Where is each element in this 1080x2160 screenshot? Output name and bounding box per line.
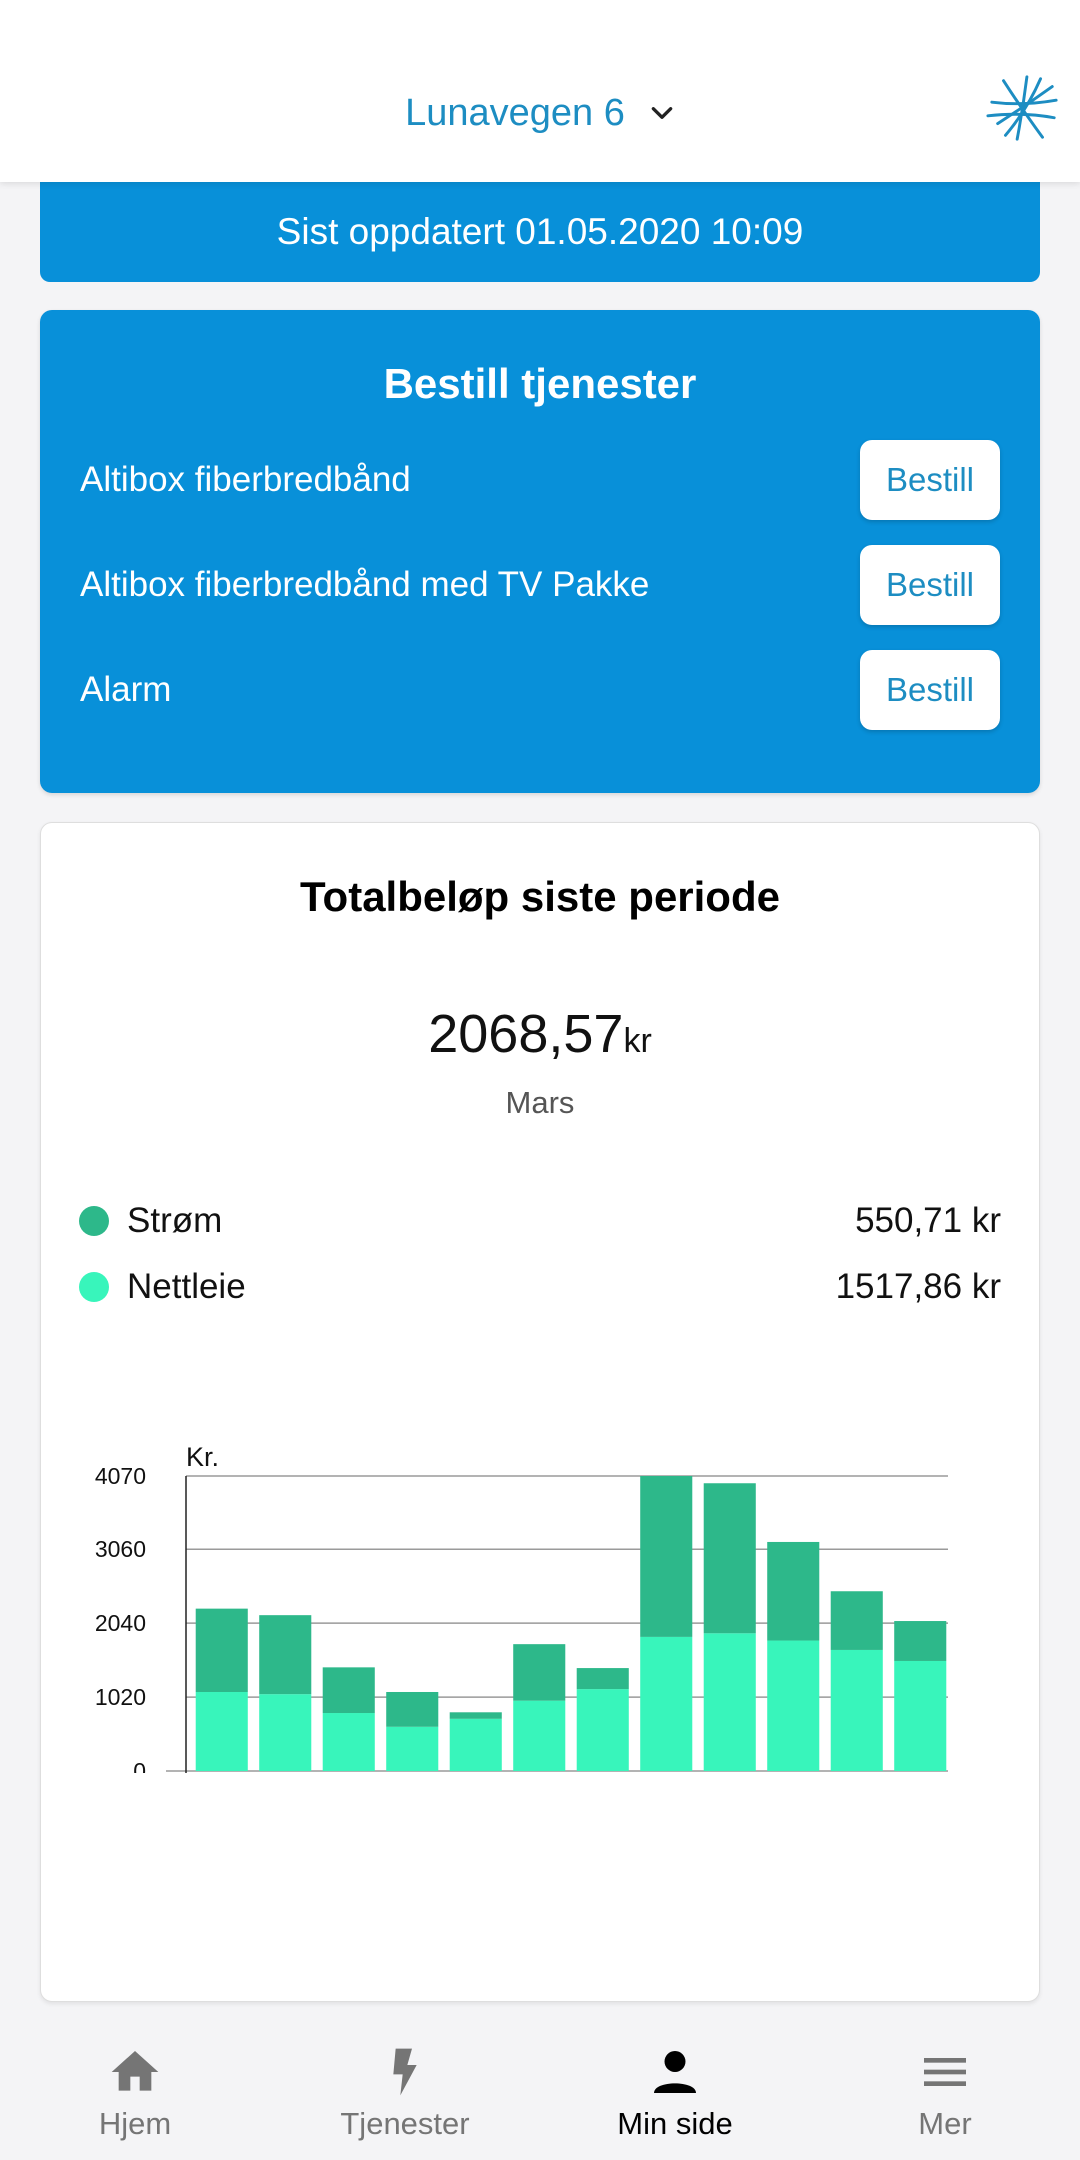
bar-strøm-okt bbox=[576, 1668, 629, 1690]
legend-value: 1517,86 kr bbox=[835, 1267, 1001, 1306]
menu-icon bbox=[924, 2058, 966, 2086]
legend-item: Nettleie 1517,86 kr bbox=[79, 1262, 1001, 1312]
home-icon bbox=[111, 2051, 159, 2091]
bar-strøm-jan bbox=[767, 1541, 820, 1641]
bar-strøm-mai bbox=[259, 1615, 312, 1695]
y-tick-label: 2040 bbox=[95, 1610, 146, 1636]
person-icon bbox=[654, 2051, 696, 2093]
bar-nettleie-des bbox=[703, 1633, 756, 1771]
chevron-down-icon bbox=[651, 107, 673, 119]
nav-label: Mer bbox=[918, 2106, 972, 2141]
bar-strøm-des bbox=[703, 1483, 756, 1634]
bar-strøm-jun bbox=[322, 1667, 375, 1714]
nav-item-home[interactable]: Hjem bbox=[0, 2018, 270, 2160]
order-item-label: Alarm bbox=[80, 670, 172, 709]
bar-strøm-aug bbox=[449, 1712, 502, 1719]
bar-nettleie-mai bbox=[259, 1694, 312, 1771]
last-updated-banner: Sist oppdatert 01.05.2020 10:09 bbox=[40, 182, 1040, 282]
legend-item: Strøm 550,71 kr bbox=[79, 1196, 1001, 1246]
order-alarm-button[interactable]: Bestill bbox=[860, 650, 1000, 730]
y-tick-label: 1020 bbox=[95, 1684, 146, 1710]
bolt-icon bbox=[393, 2048, 417, 2096]
legend-dot bbox=[79, 1272, 109, 1302]
y-tick-label: 0 bbox=[133, 1758, 146, 1773]
address-selector[interactable]: Lunavegen 6 bbox=[0, 88, 1080, 138]
legend-label: Strøm bbox=[127, 1201, 223, 1240]
app-header: Lunavegen 6 bbox=[0, 0, 1080, 182]
order-services-title: Bestill tjenester bbox=[383, 360, 697, 407]
y-axis-label: Kr. bbox=[186, 1442, 219, 1472]
total-amount-value: 2068,57 bbox=[428, 1004, 624, 1064]
bar-nettleie-jun bbox=[322, 1713, 375, 1771]
order-fiber-button[interactable]: Bestill bbox=[860, 440, 1000, 520]
order-services-card: Bestill tjenester Altibox fiberbredbånd … bbox=[40, 310, 1040, 793]
bar-nettleie-aug bbox=[449, 1718, 502, 1771]
total-title: Totalbeløp siste periode bbox=[300, 873, 780, 920]
total-amount: 2068,57kr bbox=[41, 1003, 1039, 1065]
nav-label: Hjem bbox=[98, 2106, 172, 2141]
bar-strøm-jul bbox=[386, 1691, 439, 1727]
bar-nettleie-nov bbox=[640, 1636, 693, 1771]
bar-strøm-nov bbox=[640, 1476, 693, 1637]
bar-strøm-mar bbox=[894, 1621, 947, 1661]
nav-label: Tjenester bbox=[340, 2106, 470, 2141]
y-tick-label: 3060 bbox=[95, 1536, 146, 1562]
total-amount-card: Totalbeløp siste periode 2068,57kr Mars … bbox=[40, 822, 1040, 2002]
bar-nettleie-feb bbox=[830, 1649, 883, 1771]
bar-strøm-apr bbox=[195, 1608, 248, 1692]
order-item: Alarm Bestill bbox=[80, 650, 1000, 730]
last-updated-text: Sist oppdatert 01.05.2020 10:09 bbox=[276, 211, 804, 252]
bar-nettleie-okt bbox=[576, 1689, 629, 1771]
nav-label: Min side bbox=[617, 2106, 733, 2141]
legend-label: Nettleie bbox=[127, 1267, 246, 1306]
order-item: Altibox fiberbredbånd med TV Pakke Besti… bbox=[80, 545, 1000, 625]
bar-nettleie-sep bbox=[513, 1700, 566, 1771]
address-label: Lunavegen 6 bbox=[405, 91, 625, 134]
order-item-label: Altibox fiberbredbånd bbox=[80, 460, 411, 499]
bar-nettleie-apr bbox=[195, 1691, 248, 1771]
nav-item-more[interactable]: Mer bbox=[810, 2018, 1080, 2160]
order-fiber-tv-button[interactable]: Bestill bbox=[860, 545, 1000, 625]
nav-item-services[interactable]: Tjenester bbox=[270, 2018, 540, 2160]
altibox-logo-icon bbox=[986, 75, 1058, 141]
order-item-label: Altibox fiberbredbånd med TV Pakke bbox=[80, 565, 650, 604]
bar-strøm-sep bbox=[513, 1644, 566, 1701]
period-month: Mars bbox=[505, 1085, 575, 1120]
legend-value: 550,71 kr bbox=[855, 1201, 1001, 1240]
bottom-navigation: Hjem Tjenester Min side Mer bbox=[0, 2018, 1080, 2160]
nav-item-my-page[interactable]: Min side bbox=[540, 2018, 810, 2160]
total-amount-unit: kr bbox=[623, 1022, 652, 1060]
bar-strøm-feb bbox=[830, 1591, 883, 1650]
monthly-cost-chart: 01020204030604070Kr.AprMaiJunJulAugSepOk… bbox=[95, 1442, 948, 1773]
bar-nettleie-jan bbox=[767, 1640, 820, 1771]
y-tick-label: 4070 bbox=[95, 1463, 146, 1489]
order-item: Altibox fiberbredbånd Bestill bbox=[80, 440, 1000, 520]
bar-nettleie-mar bbox=[894, 1660, 947, 1771]
legend-dot bbox=[79, 1206, 109, 1236]
bar-nettleie-jul bbox=[386, 1726, 439, 1771]
